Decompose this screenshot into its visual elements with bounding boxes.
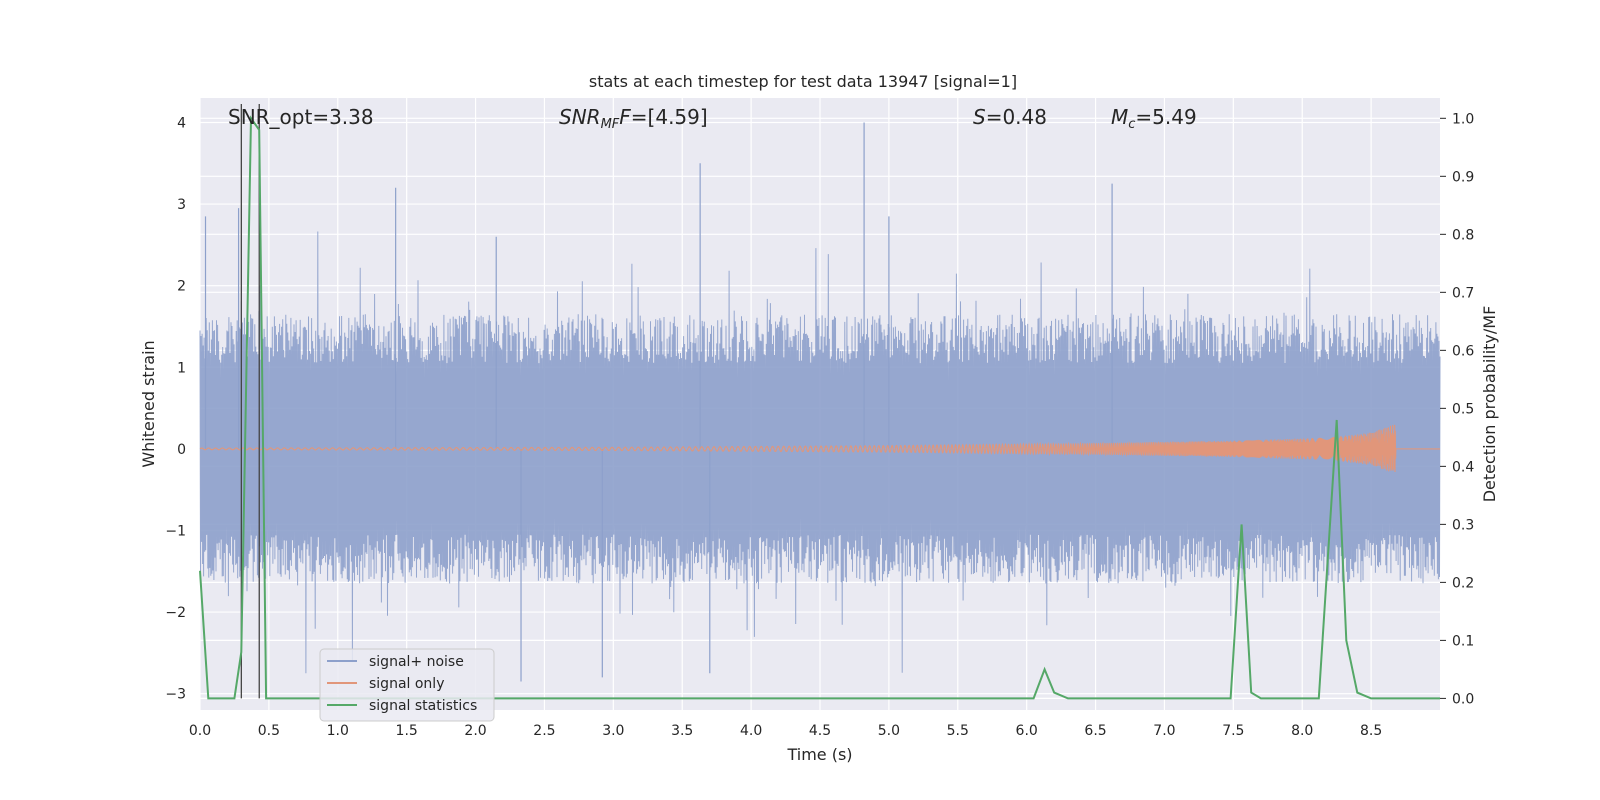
y-tick-label-left: 3 xyxy=(177,197,186,213)
x-tick-label: 4.0 xyxy=(740,723,762,739)
annotation-mc-value: =5.49 xyxy=(1135,105,1196,129)
x-tick-label: 3.0 xyxy=(602,723,624,739)
x-axis-label: Time (s) xyxy=(786,745,852,764)
y-tick-label-right: 0.5 xyxy=(1452,401,1474,417)
signal-only-series xyxy=(199,424,1441,472)
legend-label-stats: signal statistics xyxy=(369,698,477,714)
legend-label-noise: signal+ noise xyxy=(369,654,464,670)
signal-statistics-series xyxy=(199,115,1440,700)
y-tick-label-right: 0.9 xyxy=(1452,169,1474,185)
annotation-snr-opt: SNR_opt=3.38 xyxy=(228,105,374,129)
annotation-s-value: =0.48 xyxy=(986,105,1047,129)
y-tick-label-left: 2 xyxy=(177,279,186,295)
x-tick-label: 5.5 xyxy=(947,723,969,739)
annotation-s: S=0.48 xyxy=(973,105,1047,129)
y-tick-label-left: −3 xyxy=(165,687,186,703)
y-tick-label-left: −2 xyxy=(165,605,186,621)
y-tick-label-left: 1 xyxy=(177,360,186,376)
x-tick-label: 0.5 xyxy=(258,723,280,739)
x-tick-label: 6.5 xyxy=(1084,723,1106,739)
x-tick-label: 6.0 xyxy=(1016,723,1038,739)
y-tick-label-left: 4 xyxy=(177,115,186,131)
x-tick-label: 4.5 xyxy=(809,723,831,739)
y-axis-label-left: Whitened strain xyxy=(139,340,158,467)
legend-label-signal: signal only xyxy=(369,676,444,692)
x-tick-label: 7.0 xyxy=(1153,723,1175,739)
y-tick-label-right: 0.6 xyxy=(1452,343,1474,359)
y-tick-label-right: 0.7 xyxy=(1452,285,1474,301)
x-tick-label: 0.0 xyxy=(189,723,211,739)
x-tick-label: 3.5 xyxy=(671,723,693,739)
x-tick-label: 1.0 xyxy=(327,723,349,739)
y-tick-label-right: 0.3 xyxy=(1452,517,1474,533)
annotation-s-name: S xyxy=(973,105,986,129)
annotation-snr-mf-sub: MF xyxy=(601,117,620,132)
x-tick-label: 2.5 xyxy=(533,723,555,739)
annotation-snr-mf-name: SNR xyxy=(559,105,601,129)
y-tick-label-right: 0.0 xyxy=(1452,691,1474,707)
annotation-mc-sub: c xyxy=(1128,117,1135,132)
annotation-mc-name: M xyxy=(1111,105,1128,129)
y-tick-label-right: 0.1 xyxy=(1452,633,1474,649)
y-tick-label-left: 0 xyxy=(177,442,186,458)
ticks: 0.0 0.5 1.0 1.5 2.0 2.5 3.0 3.5 4.0 4.5 5.0 5.5 6.0 6… xyxy=(165,111,1474,739)
signal-noise-series xyxy=(199,122,1441,682)
annotation-mc: Mc=5.49 xyxy=(1111,105,1197,132)
signal-noise-line xyxy=(199,231,1441,674)
chart-title: stats at each timestep for test data 139… xyxy=(589,72,1017,91)
y-tick-label-right: 0.4 xyxy=(1452,459,1474,475)
legend-box xyxy=(319,648,495,722)
signal-only-line xyxy=(199,424,1441,472)
y-tick-label-right: 0.2 xyxy=(1452,575,1474,591)
legend: signal+ noise signal only signal statist… xyxy=(319,648,495,722)
x-tick-label: 5.0 xyxy=(878,723,900,739)
x-tick-label: 8.0 xyxy=(1291,723,1313,739)
x-tick-label: 1.5 xyxy=(396,723,418,739)
x-tick-label: 7.5 xyxy=(1222,723,1244,739)
y-tick-label-right: 0.8 xyxy=(1452,227,1474,243)
y-tick-label-right: 1.0 xyxy=(1452,111,1474,127)
x-tick-label: 8.5 xyxy=(1360,723,1382,739)
x-tick-label: 2.0 xyxy=(464,723,486,739)
signal-statistics-line xyxy=(199,115,1440,700)
y-axis-label-right: Detection probability/MF xyxy=(1480,306,1499,503)
annotation-snr-mf-value: =[4.59] xyxy=(631,105,708,129)
y-tick-label-left: −1 xyxy=(165,523,186,539)
annotation-snr-mf: SNRMFF=[4.59] xyxy=(559,105,708,132)
